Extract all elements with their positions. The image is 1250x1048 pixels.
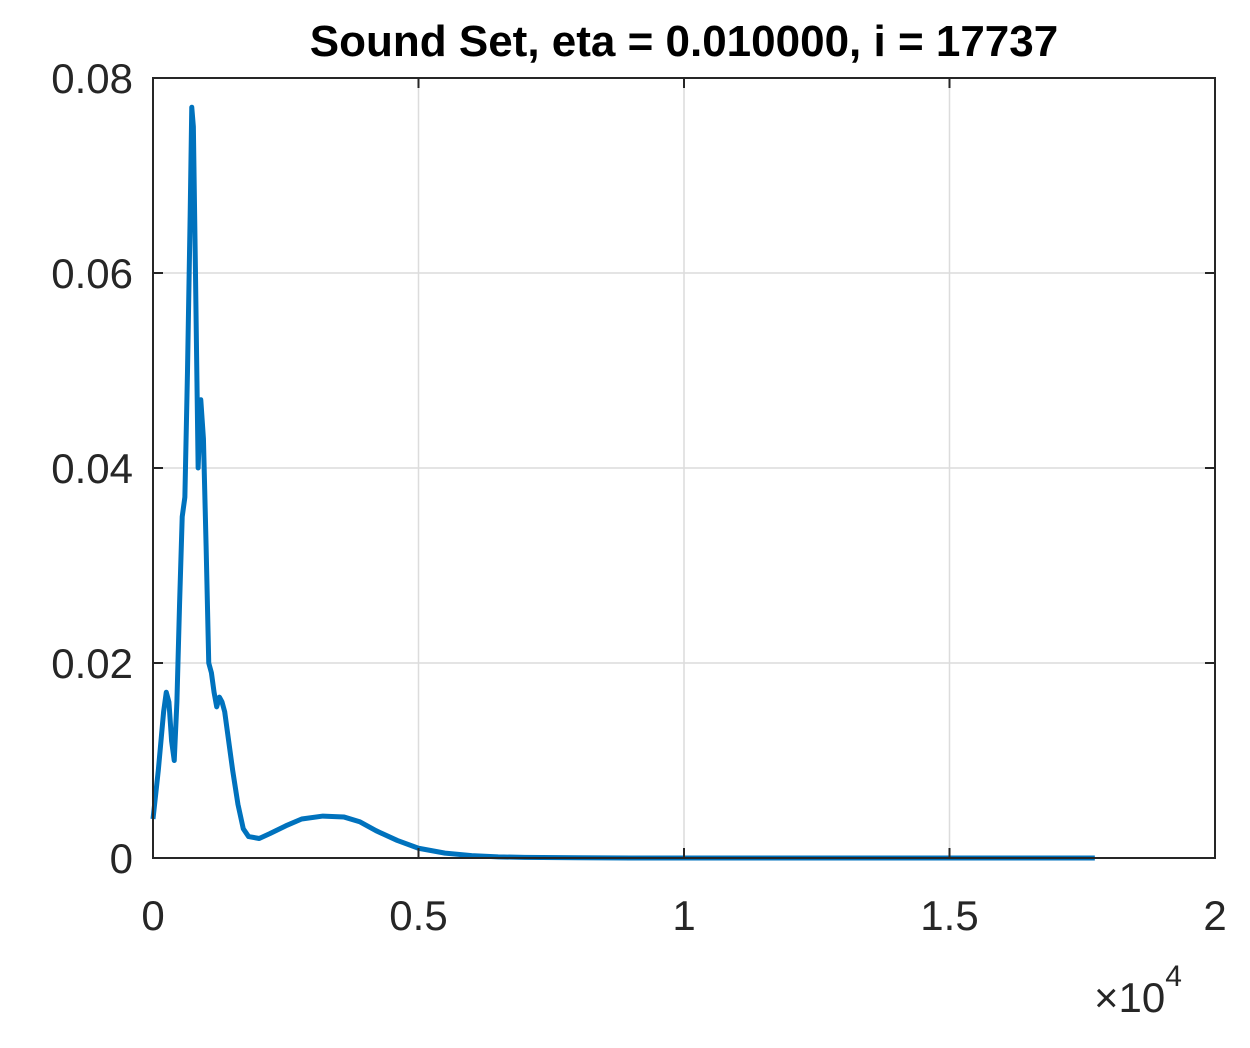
x-tick-labels: 0 0.5 1 1.5 2	[141, 892, 1226, 939]
x-exponent-label: ×104	[1094, 960, 1182, 1021]
series-layer	[150, 104, 1095, 861]
x-tick-label: 0.5	[389, 892, 447, 939]
y-tick-label: 0.06	[51, 250, 133, 297]
x-tick-label: 2	[1203, 892, 1226, 939]
y-tick-label: 0.04	[51, 445, 133, 492]
y-tick-label: 0.08	[51, 55, 133, 102]
x-tick-label: 1.5	[920, 892, 978, 939]
y-tick-label: 0	[110, 835, 133, 882]
x-exponent-power: 4	[1165, 960, 1182, 993]
grid-lines	[153, 78, 1215, 858]
series-line-0	[150, 104, 1095, 861]
chart-title: Sound Set, eta = 0.010000, i = 17737	[310, 17, 1058, 66]
y-tick-labels: 0 0.02 0.04 0.06 0.08	[51, 55, 133, 882]
x-tick-label: 0	[141, 892, 164, 939]
x-tick-label: 1	[672, 892, 695, 939]
tick-marks	[152, 77, 1216, 859]
y-tick-label: 0.02	[51, 640, 133, 687]
